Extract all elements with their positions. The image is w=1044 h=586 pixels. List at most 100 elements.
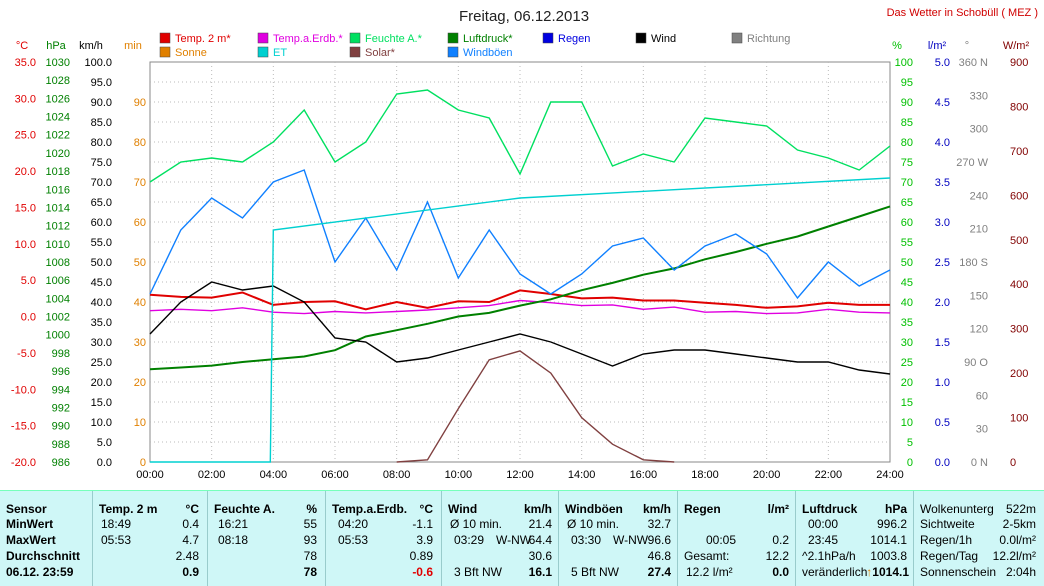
humidity-tick-label: 65 bbox=[901, 197, 913, 209]
legend-swatch bbox=[731, 32, 743, 44]
rain-now: 0.0 bbox=[772, 565, 789, 579]
speed-tick-label: 55.0 bbox=[91, 237, 112, 249]
legend-label: Wind bbox=[651, 33, 676, 45]
temp-axis-unit: °C bbox=[16, 40, 28, 52]
gust-max: 96.6 bbox=[647, 533, 671, 547]
pressure-tick-label: 1012 bbox=[46, 221, 70, 233]
rain-total-label: Gesamt: bbox=[684, 549, 730, 563]
legend-label: Temp. 2 m* bbox=[175, 33, 231, 45]
series-line-temp-a-erdb- bbox=[149, 299, 891, 315]
speed-tick-label: 35.0 bbox=[91, 317, 112, 329]
pressure-min-time: 00:00 bbox=[808, 517, 839, 531]
row-label-max: MaxWert bbox=[6, 533, 56, 547]
speed-tick-label: 50.0 bbox=[91, 257, 112, 269]
cloud-base-value: 522m bbox=[1005, 502, 1036, 516]
legend-label: Sonne bbox=[175, 47, 207, 59]
rain-day-value: 12.2l/m² bbox=[992, 549, 1036, 563]
chart-grid bbox=[149, 61, 891, 463]
pressure-column: Luftdruck hPa 00:00 996.2 23:45 1014.1 ^… bbox=[795, 491, 913, 586]
direction-axis-unit: ° bbox=[965, 40, 969, 52]
x-tick-label: 18:00 bbox=[691, 469, 719, 481]
humidity-head: Feuchte A. bbox=[214, 502, 275, 516]
wind-r1-label: Ø 10 min. bbox=[450, 517, 503, 531]
pressure-tick-label: 1022 bbox=[46, 130, 70, 142]
humidity-tick-label: 5 bbox=[907, 437, 913, 449]
x-tick-label: 02:00 bbox=[198, 469, 226, 481]
x-tick-label: 10:00 bbox=[445, 469, 473, 481]
rain-max: 0.2 bbox=[772, 533, 789, 547]
misc-column: Wolkenunterg 522m Sichtweite 2-5km Regen… bbox=[913, 491, 1044, 586]
row-label-now: 06.12. 23:59 bbox=[6, 565, 74, 579]
minutes-tick-label: 30 bbox=[134, 337, 146, 349]
x-tick-label: 12:00 bbox=[506, 469, 534, 481]
legend-label: Windböen bbox=[463, 47, 513, 59]
humidity-tick-label: 70 bbox=[901, 177, 913, 189]
temp-column: Temp. 2 m °C 18:49 0.4 05:53 4.7 2.48 0.… bbox=[92, 491, 207, 586]
ground-temp-max-time: 05:53 bbox=[338, 533, 369, 547]
rain-unit: l/m² bbox=[767, 502, 789, 516]
wind-max: 64.4 bbox=[528, 533, 552, 547]
humidity-tick-label: 100 bbox=[895, 57, 913, 69]
wind-unit: km/h bbox=[523, 502, 552, 516]
legend-swatch bbox=[447, 32, 459, 44]
rain-tick-label: 1.0 bbox=[935, 377, 950, 389]
series-line-wind bbox=[149, 281, 891, 375]
humidity-tick-label: 55 bbox=[901, 237, 913, 249]
humidity-tick-label: 95 bbox=[901, 77, 913, 89]
ground-temp-min: -1.1 bbox=[412, 517, 433, 531]
temp-tick-label: 10.0 bbox=[15, 239, 36, 251]
series-line-solar- bbox=[396, 350, 675, 463]
solar-tick-label: 700 bbox=[1010, 146, 1028, 158]
speed-tick-label: 80.0 bbox=[91, 137, 112, 149]
direction-tick-label: 360 N bbox=[959, 57, 988, 69]
gust-r1-label: Ø 10 min. bbox=[567, 517, 620, 531]
temp-now: 0.9 bbox=[182, 565, 199, 579]
humidity-column: Feuchte A. % 16:21 55 08:18 93 78 78 bbox=[207, 491, 325, 586]
rain-hour-label: Regen/1h bbox=[920, 533, 973, 547]
pressure-axis-unit: hPa bbox=[46, 40, 66, 52]
pressure-tick-label: 1014 bbox=[46, 202, 70, 214]
minutes-tick-label: 90 bbox=[134, 97, 146, 109]
humidity-tick-label: 15 bbox=[901, 397, 913, 409]
pressure-tick-label: 998 bbox=[52, 348, 70, 360]
temp-max-time: 05:53 bbox=[101, 533, 132, 547]
visibility-label: Sichtweite bbox=[920, 517, 975, 531]
temp-tick-label: 20.0 bbox=[15, 166, 36, 178]
rain-head: Regen bbox=[684, 502, 721, 516]
direction-tick-label: 150 bbox=[970, 290, 988, 302]
x-tick-label: 08:00 bbox=[383, 469, 411, 481]
direction-tick-label: 30 bbox=[976, 424, 988, 436]
pressure-tick-label: 1006 bbox=[46, 275, 70, 287]
temp-avg: 2.48 bbox=[175, 549, 199, 563]
wind-avg: 30.6 bbox=[528, 549, 552, 563]
temp-tick-label: 5.0 bbox=[21, 275, 36, 287]
humidity-avg: 78 bbox=[303, 549, 317, 563]
x-tick-label: 22:00 bbox=[815, 469, 843, 481]
speed-tick-label: 95.0 bbox=[91, 77, 112, 89]
humidity-now: 78 bbox=[303, 565, 317, 579]
legend-swatch bbox=[159, 32, 171, 44]
rain-total: 12.2 bbox=[765, 549, 789, 563]
legend-label: ET bbox=[273, 47, 287, 59]
chart-title: Freitag, 06.12.2013 bbox=[459, 8, 589, 25]
visibility-value: 2-5km bbox=[1002, 517, 1036, 531]
direction-tick-label: 90 O bbox=[964, 357, 988, 369]
ground-temp-avg: 0.89 bbox=[409, 549, 433, 563]
rain-tick-label: 0.0 bbox=[935, 457, 950, 469]
humidity-tick-label: 25 bbox=[901, 357, 913, 369]
pressure-tick-label: 1024 bbox=[46, 112, 70, 124]
speed-tick-label: 40.0 bbox=[91, 297, 112, 309]
ground-temp-unit: °C bbox=[419, 502, 433, 516]
temp-tick-label: 15.0 bbox=[15, 202, 36, 214]
gust-r1-value: 32.7 bbox=[647, 517, 671, 531]
chart-axes: 00:00 02:00 04:00 06:00 08:00 10:00 12:00 14:00… bbox=[11, 40, 1030, 481]
gust-now: 27.4 bbox=[647, 565, 671, 579]
rain-axis-unit: l/m² bbox=[928, 40, 947, 52]
humidity-tick-label: 45 bbox=[901, 277, 913, 289]
row-label-min: MinWert bbox=[6, 517, 54, 531]
temp-min-time: 18:49 bbox=[101, 517, 132, 531]
humidity-max-time: 08:18 bbox=[218, 533, 249, 547]
solar-tick-label: 200 bbox=[1010, 368, 1028, 380]
speed-tick-label: 25.0 bbox=[91, 357, 112, 369]
rain-max-time: 00:05 bbox=[706, 533, 737, 547]
